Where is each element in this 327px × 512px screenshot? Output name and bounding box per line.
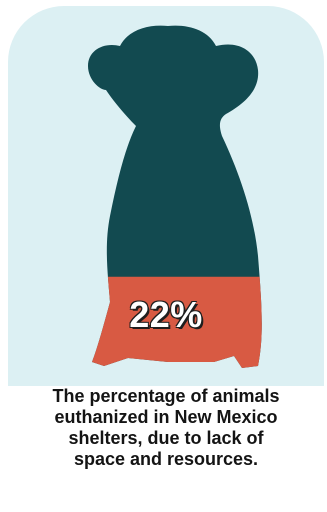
stat-value: 22% [129, 294, 203, 335]
dog-silhouette-icon [8, 6, 324, 386]
stat-fill-portion [88, 276, 262, 369]
caption-text: The percentage of animals euthanized in … [52, 386, 280, 469]
infographic-card: 22% The percentage of animals euthanized… [8, 6, 324, 510]
